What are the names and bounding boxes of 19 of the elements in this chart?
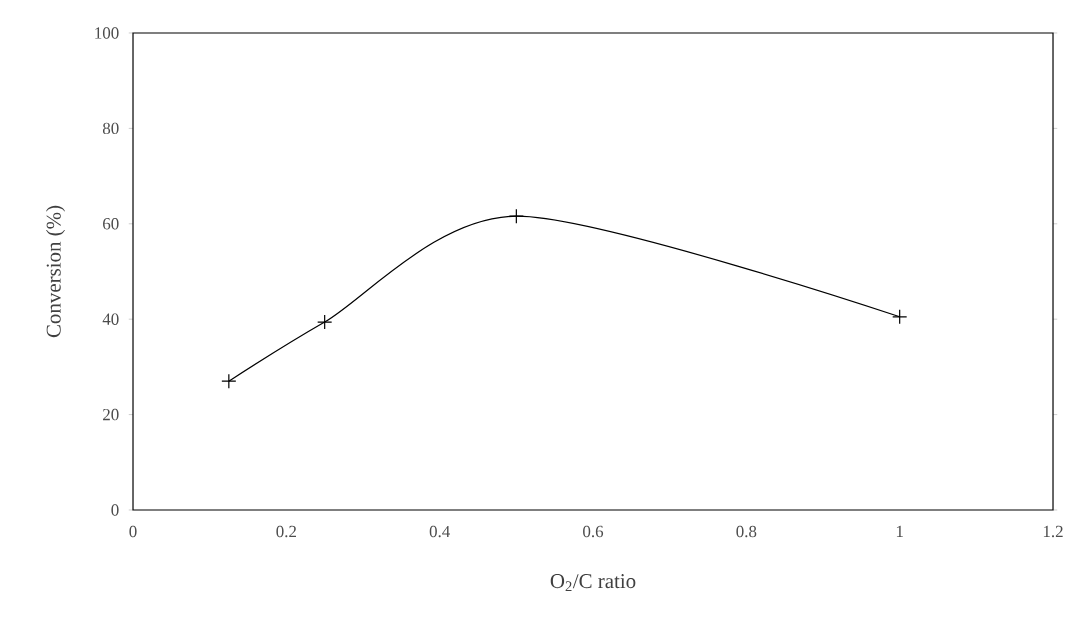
x-tick-label: 0.8 [736,525,757,538]
y-tick-label: 80 [102,122,119,135]
point [892,309,908,325]
x-tick-label: 1 [896,525,903,537]
x-tick-label: 0.4 [429,525,450,538]
x-tick-label: 0.2 [276,525,296,538]
x-tick-label: 0 [129,525,137,538]
y-tick-label: 40 [102,313,119,325]
x-tick-label: 0.6 [583,525,604,538]
y-tick-label: 0 [111,504,119,516]
y-axis-title: Conversion (%) [46,205,65,338]
y-tick-label: 60 [103,218,119,230]
point [317,314,333,330]
point [508,208,524,224]
y-tick-label: 20 [103,408,119,421]
x-tick-label: 1.2 [1043,525,1063,538]
point [221,373,237,389]
y-tick-label: 100 [95,27,119,39]
x-axis-title: O$_{2}$/C ratio [550,574,636,592]
